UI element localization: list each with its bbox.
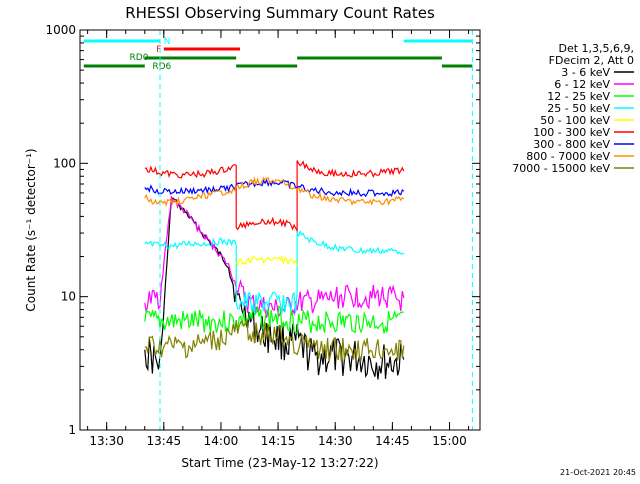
y-tick-label: 1000	[45, 23, 76, 37]
x-axis-label: Start Time (23-May-12 13:27:22)	[181, 456, 378, 470]
flag-label-rd6: RD6	[152, 62, 171, 72]
x-tick-label: 14:30	[318, 434, 353, 448]
legend-header-line: FDecim 2, Att 0	[549, 54, 634, 67]
x-tick-label: 13:45	[147, 434, 182, 448]
x-tick-label: 15:00	[432, 434, 467, 448]
y-tick-label: 10	[61, 290, 76, 304]
x-tick-label: 14:45	[375, 434, 410, 448]
series-line-6-12-kev	[144, 196, 405, 318]
series-line-800-7000-kev	[144, 176, 405, 207]
x-tick-label: 14:00	[204, 434, 239, 448]
series-line-100-300-kev	[144, 160, 405, 234]
timestamp: 21-Oct-2021 20:45	[560, 468, 636, 477]
axes-layer: 13:30 13:45 14:00 14:15 14:30 14:45 15:00 1 10 10…	[45, 23, 480, 448]
series-line-25-50-kev	[144, 229, 405, 314]
x-tick-label: 14:15	[261, 434, 296, 448]
plot-frame	[79, 29, 481, 431]
legend-label-7000-15000-kev: 7000 - 15000 keV	[512, 162, 610, 175]
legend-label-800-7000-kev: 800 - 7000 keV	[526, 150, 610, 163]
flag-label-n: N	[164, 37, 171, 47]
vline-layer	[159, 30, 473, 430]
legend-label-6-12-kev: 6 - 12 keV	[554, 78, 610, 91]
series-line-7000-15000-kev	[144, 319, 405, 362]
y-tick-label: 1	[68, 423, 76, 437]
y-axis-label: Count Rate (s⁻¹ detector⁻¹)	[24, 148, 38, 311]
x-tick-label: 13:30	[89, 434, 124, 448]
chart-title: RHESSI Observing Summary Count Rates	[125, 4, 435, 22]
legend-label-300-800-kev: 300 - 800 keV	[533, 138, 610, 151]
legend-label-50-100-kev: 50 - 100 keV	[540, 114, 610, 127]
series-line-50-100-kev	[235, 254, 298, 267]
legend-label-12-25-kev: 12 - 25 keV	[547, 90, 610, 103]
y-tick-label: 100	[53, 156, 76, 170]
legend-label-25-50-kev: 25 - 50 keV	[547, 102, 610, 115]
legend-header-line: Det 1,3,5,6,9,	[558, 42, 634, 55]
legend: Det 1,3,5,6,9,FDecim 2, Att 03 - 6 keV6 …	[512, 42, 634, 175]
legend-label-100-300-kev: 100 - 300 keV	[533, 126, 610, 139]
series-line-300-800-kev	[144, 178, 405, 198]
flag-label-rd0: RD0	[130, 53, 149, 63]
flag-label-f: F	[156, 45, 161, 55]
series-line-12-25-kev	[144, 305, 404, 334]
legend-label-3-6-kev: 3 - 6 keV	[561, 66, 610, 79]
series-layer	[144, 160, 405, 380]
